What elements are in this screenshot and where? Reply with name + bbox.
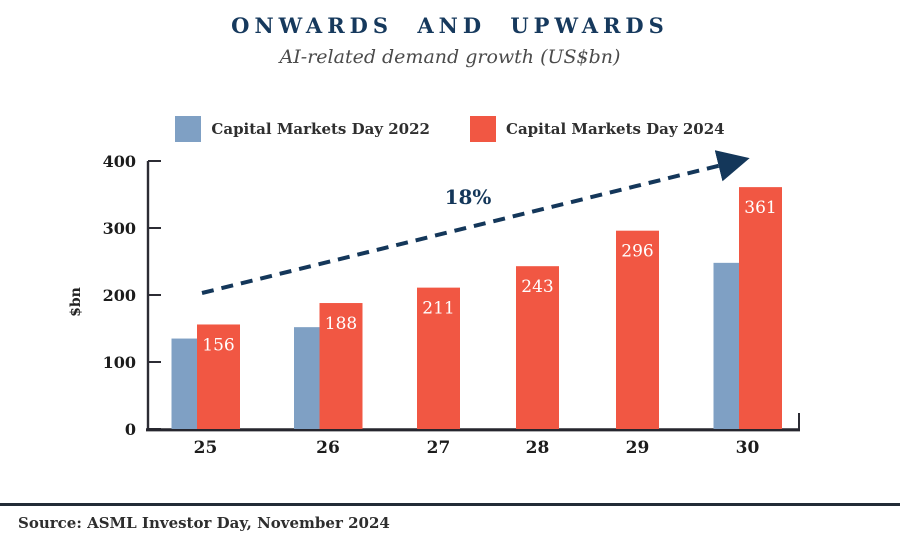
chart-title: ONWARDS AND UPWARDS (231, 13, 669, 38)
y-axis-tick-label: 200 (103, 286, 136, 305)
y-axis-tick-label: 0 (125, 420, 136, 439)
source-note: Source: ASML Investor Day, November 2024 (18, 514, 390, 532)
x-axis-label: 29 (626, 438, 650, 458)
bar-cmd2024-27 (417, 287, 460, 429)
legend-label-2022: Capital Markets Day 2022 (211, 120, 430, 138)
y-axis-tick-label: 400 (103, 152, 136, 171)
y-axis-tick-label: 300 (103, 219, 136, 238)
legend-item-cmd-2024: Capital Markets Day 2024 (470, 116, 725, 142)
bar-value-label: 156 (202, 335, 234, 355)
bar-value-label: 211 (422, 299, 454, 319)
bar-value-label: 188 (325, 314, 357, 334)
bar-value-label: 243 (521, 277, 553, 297)
bar-cmd2024-29 (616, 230, 659, 429)
x-axis-label: 28 (526, 438, 550, 458)
legend-item-cmd-2022: Capital Markets Day 2022 (175, 116, 430, 142)
footer-divider (0, 503, 900, 506)
growth-arrow (201, 150, 750, 295)
bar-cmd2024-28 (516, 266, 559, 429)
growth-rate-label: 18% (445, 185, 492, 209)
legend-swatch-2022 (175, 116, 202, 142)
x-axis-label: 26 (316, 438, 340, 458)
chart-subtitle: AI-related demand growth (US$bn) (279, 46, 621, 68)
bar-cmd2024-25 (197, 324, 240, 429)
bar-value-label: 296 (621, 242, 653, 262)
x-axis-label: 27 (427, 438, 451, 458)
y-axis-title: $bn (68, 287, 84, 317)
bar-cmd2024-30 (739, 187, 782, 429)
bar-value-label: 361 (744, 198, 776, 218)
x-axis-label: 30 (736, 438, 760, 458)
legend-swatch-2024 (470, 116, 496, 142)
bar-cmd2024-26 (319, 303, 363, 429)
legend: Capital Markets Day 2022 Capital Markets… (0, 116, 900, 142)
y-axis-tick-label: 100 (103, 353, 136, 372)
x-axis-label: 25 (194, 438, 218, 458)
legend-label-2024: Capital Markets Day 2024 (506, 120, 725, 138)
